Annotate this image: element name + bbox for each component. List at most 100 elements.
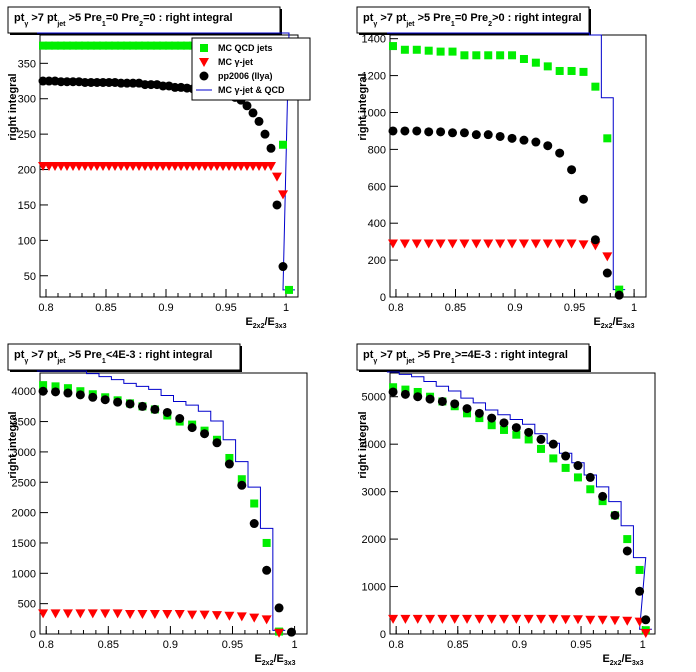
- title-subscript: γ: [373, 358, 377, 365]
- qcd-marker: [448, 47, 457, 56]
- gamma-jet-marker: [560, 615, 571, 625]
- y-tick-label: 0: [380, 292, 386, 304]
- qcd-marker: [388, 42, 397, 51]
- qcd-marker: [555, 66, 564, 75]
- qcd-marker: [463, 409, 472, 418]
- title-box: [7, 6, 281, 34]
- qcd-marker: [487, 421, 496, 430]
- qcd-marker: [475, 414, 484, 423]
- x-axis-label-part: /E: [273, 653, 283, 665]
- qcd-marker: [81, 41, 89, 50]
- legend-entry: MC γ-jet: [218, 57, 253, 67]
- x-tick-label: 0.85: [95, 302, 116, 314]
- gamma-jet-marker: [272, 172, 282, 182]
- qcd-marker: [225, 453, 234, 462]
- title-subscript: 1: [102, 21, 106, 28]
- qcd-marker: [436, 47, 445, 56]
- qcd-marker: [123, 41, 131, 50]
- qcd-marker: [524, 435, 533, 444]
- x-tick-label: 0.95: [215, 302, 236, 314]
- data-marker: [536, 434, 546, 444]
- gamma-jet-marker: [585, 615, 596, 625]
- data-marker: [573, 461, 583, 471]
- qcd-marker: [413, 387, 422, 396]
- gamma-jet-marker: [75, 609, 86, 619]
- qcd-marker: [412, 45, 421, 54]
- title-subscript: 1: [451, 358, 455, 365]
- x-axis-label-part: 2x2: [601, 323, 613, 330]
- qcd-marker: [87, 41, 95, 50]
- x-axis-label-part: 3x3: [623, 323, 635, 330]
- x-tick-label: 1: [292, 639, 298, 651]
- y-tick-label: 0: [30, 629, 36, 641]
- qcd-marker: [111, 41, 119, 50]
- gamma-jet-marker: [578, 240, 589, 250]
- title-part: >7 pt: [28, 12, 57, 24]
- data-marker: [561, 451, 571, 461]
- chart-title: ptγ >7 ptjet >5 Pre1>=4E-3 : right integ…: [363, 349, 568, 365]
- data-marker: [272, 200, 282, 210]
- gamma-jet-marker: [249, 613, 260, 623]
- chart-panel-3: ptγ >7 ptjet >5 Pre1<4E-3 : right integr…: [7, 343, 308, 667]
- qcd-marker: [183, 41, 191, 50]
- gamma-jet-marker: [423, 239, 434, 249]
- qcd-marker: [171, 41, 179, 50]
- title-part: >5 Pre: [415, 349, 451, 361]
- qcd-marker: [69, 41, 77, 50]
- data-marker: [543, 141, 553, 151]
- title-subscript: jet: [405, 21, 415, 28]
- data-marker: [448, 128, 458, 138]
- gamma-jet-marker: [412, 614, 423, 624]
- gamma-jet-marker: [274, 628, 285, 638]
- gamma-jet-marker: [266, 162, 276, 171]
- qcd-marker: [484, 51, 493, 60]
- title-part: pt: [363, 12, 374, 24]
- x-axis-label-part: E: [593, 316, 600, 328]
- x-tick-label: 1: [631, 302, 637, 314]
- data-marker: [567, 165, 577, 175]
- gamma-jet-marker: [87, 609, 98, 619]
- gamma-jet-marker: [411, 239, 422, 249]
- title-part: >7 pt: [377, 12, 406, 24]
- legend-data-marker: [199, 71, 209, 81]
- title-subscript: γ: [24, 21, 28, 28]
- title-subscript: jet: [56, 21, 66, 28]
- data-marker: [590, 235, 600, 245]
- data-marker: [436, 127, 446, 137]
- qcd-marker: [51, 41, 59, 50]
- title-part: pt: [14, 12, 25, 24]
- title-box: [356, 343, 590, 371]
- title-subscript: 2: [139, 21, 143, 28]
- chart-panel-2: ptγ >7 ptjet >5 Pre1=0 Pre2>0 : right in…: [356, 6, 647, 330]
- gamma-jet-marker: [535, 614, 546, 624]
- gamma-jet-marker: [425, 614, 436, 624]
- data-marker: [524, 427, 534, 437]
- x-axis-label: E2x2/E3x3: [602, 653, 643, 667]
- qcd-marker: [500, 425, 509, 434]
- legend-qcd-marker: [200, 44, 208, 52]
- y-axis-label: right integral: [357, 411, 369, 478]
- x-tick-label: 0.8: [39, 639, 54, 651]
- data-marker: [237, 480, 247, 490]
- gamma-jet-marker: [400, 614, 411, 624]
- gamma-jet-marker: [137, 609, 148, 619]
- gamma-jet-marker: [399, 239, 410, 249]
- data-marker: [614, 290, 624, 300]
- x-tick-label: 0.95: [222, 639, 243, 651]
- data-marker: [474, 408, 484, 418]
- gamma-jet-marker: [483, 239, 494, 249]
- gamma-jet-marker: [518, 239, 529, 249]
- chart-title: ptγ >7 ptjet >5 Pre1=0 Pre2>0 : right in…: [363, 12, 582, 28]
- gamma-jet-marker: [548, 614, 559, 624]
- gamma-jet-marker: [211, 611, 222, 621]
- data-marker: [602, 268, 612, 278]
- x-tick-label: 0.9: [163, 639, 178, 651]
- legend-gamma-marker: [199, 58, 209, 67]
- y-tick-label: 200: [18, 165, 36, 177]
- title-part: >5 Pre: [66, 349, 102, 361]
- x-axis-label-part: E: [254, 653, 261, 665]
- gamma-jet-marker: [50, 609, 61, 619]
- data-marker: [635, 586, 645, 596]
- gamma-jet-marker: [38, 609, 49, 619]
